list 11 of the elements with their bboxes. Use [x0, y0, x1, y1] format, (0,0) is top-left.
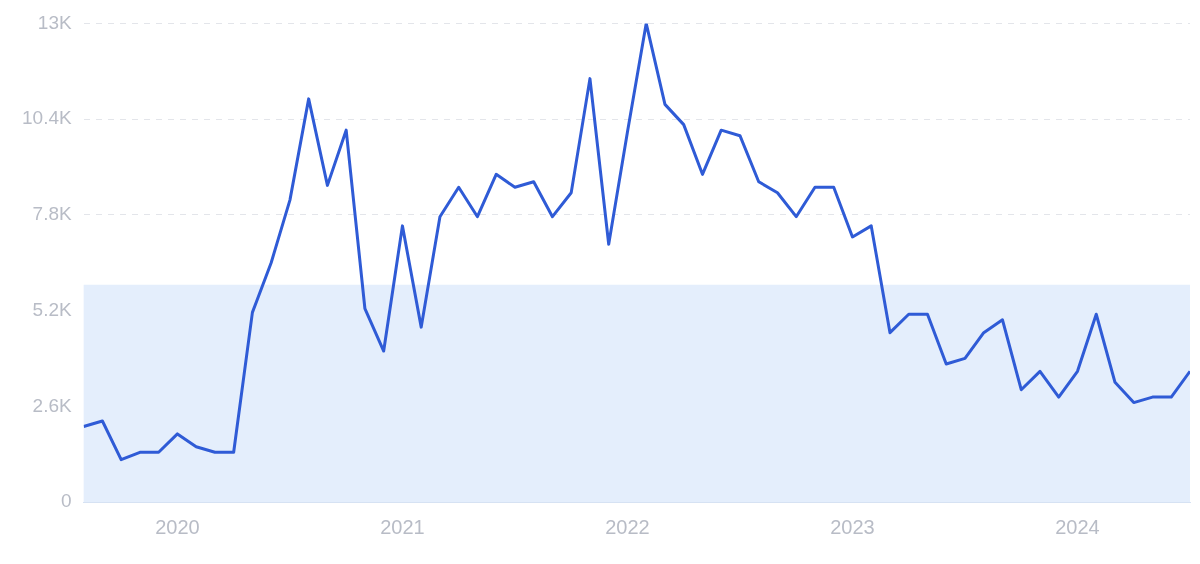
y-tick-label: 0	[61, 490, 72, 512]
x-tick-label: 2023	[830, 515, 875, 538]
y-tick-label: 13K	[37, 11, 72, 33]
x-tick-label: 2020	[155, 515, 200, 538]
x-tick-label: 2021	[380, 515, 425, 538]
y-tick-label: 7.8K	[32, 203, 72, 225]
y-tick-label: 10.4K	[22, 107, 72, 129]
x-tick-label: 2024	[1055, 515, 1100, 538]
x-tick-label: 2022	[605, 515, 650, 538]
y-tick-label: 2.6K	[32, 394, 72, 416]
y-tick-label: 5.2K	[32, 298, 72, 320]
